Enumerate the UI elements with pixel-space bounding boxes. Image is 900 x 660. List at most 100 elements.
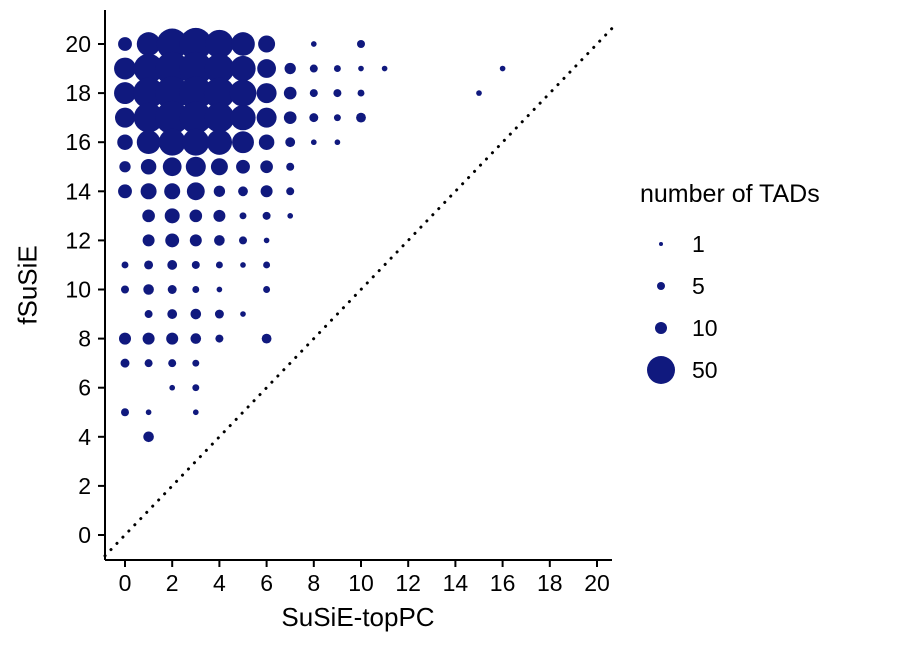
- data-point: [143, 431, 154, 443]
- data-point: [144, 310, 153, 319]
- data-point: [155, 76, 189, 110]
- data-point: [114, 57, 136, 80]
- data-point: [189, 209, 203, 223]
- data-point: [118, 37, 132, 51]
- data-point: [156, 28, 188, 60]
- data-point: [261, 333, 272, 344]
- data-point: [186, 182, 205, 201]
- legend-circle: [659, 242, 663, 246]
- data-point: [215, 261, 223, 269]
- data-point: [286, 162, 295, 171]
- data-point: [167, 285, 177, 294]
- y-tick-label: 14: [65, 178, 91, 204]
- data-point: [121, 408, 129, 417]
- x-tick-label: 4: [213, 570, 226, 596]
- data-point: [162, 157, 182, 177]
- data-point: [214, 309, 224, 319]
- data-point: [356, 112, 366, 123]
- data-point: [239, 212, 247, 220]
- data-point: [256, 83, 277, 104]
- legend-swatch: [640, 281, 682, 291]
- legend-swatch: [640, 321, 682, 335]
- data-point: [204, 53, 235, 84]
- data-point: [333, 89, 342, 98]
- x-tick-label: 6: [260, 570, 273, 596]
- data-point: [286, 187, 295, 196]
- data-point: [179, 76, 213, 110]
- data-point: [258, 134, 275, 150]
- data-point: [167, 309, 178, 319]
- y-axis-title: fSuSiE: [12, 245, 43, 325]
- legend-circle: [656, 281, 666, 291]
- data-point: [145, 409, 152, 416]
- legend-label: 50: [692, 356, 718, 383]
- data-point: [333, 65, 341, 73]
- data-point: [309, 89, 318, 98]
- y-tick-label: 4: [78, 424, 91, 450]
- legend-label: 1: [692, 230, 705, 257]
- data-point: [192, 384, 200, 392]
- x-tick-label: 14: [443, 570, 469, 596]
- data-point: [133, 77, 165, 109]
- legend-item: 5: [640, 265, 890, 307]
- y-tick-label: 8: [78, 326, 91, 352]
- data-point: [143, 284, 154, 295]
- legend-swatch: [640, 242, 682, 246]
- data-point: [117, 134, 133, 150]
- legend-circle: [654, 321, 668, 335]
- data-point: [206, 129, 233, 155]
- data-point: [185, 156, 206, 177]
- data-point: [155, 100, 189, 135]
- data-point: [287, 213, 294, 219]
- data-point: [144, 260, 154, 270]
- data-point: [191, 260, 200, 269]
- y-tick-label: 16: [65, 129, 91, 155]
- data-point: [240, 262, 246, 268]
- legend-item: 50: [640, 349, 890, 391]
- data-point: [168, 359, 177, 368]
- y-tick-label: 2: [78, 473, 91, 499]
- y-tick-label: 18: [65, 80, 91, 106]
- y-tick-label: 20: [65, 31, 91, 57]
- data-point: [310, 41, 317, 47]
- legend-title: number of TADs: [640, 180, 820, 208]
- x-tick-label: 16: [490, 570, 516, 596]
- data-point: [238, 186, 248, 197]
- data-point: [285, 137, 296, 148]
- data-point: [179, 51, 213, 86]
- legend-item: 1: [640, 223, 890, 265]
- data-point: [284, 62, 296, 75]
- data-point: [283, 111, 297, 124]
- data-point: [205, 29, 234, 59]
- data-point: [121, 285, 129, 294]
- data-point: [499, 65, 506, 72]
- data-point: [476, 90, 482, 96]
- data-point: [216, 286, 223, 293]
- legend-label: 10: [692, 314, 718, 341]
- data-point: [263, 286, 271, 293]
- data-point: [231, 32, 255, 56]
- data-point: [166, 332, 179, 345]
- legend-items: 1 5 10 50: [640, 223, 890, 391]
- data-point: [119, 332, 131, 345]
- data-point: [333, 114, 341, 122]
- data-point: [164, 183, 181, 200]
- legend-swatch: [640, 355, 682, 385]
- data-point: [142, 332, 155, 345]
- data-point: [142, 209, 155, 223]
- y-tick-label: 0: [78, 522, 91, 548]
- data-point: [165, 233, 180, 248]
- data-point: [190, 333, 202, 344]
- data-point: [204, 102, 235, 133]
- data-point: [358, 65, 364, 72]
- data-point: [192, 286, 200, 293]
- data-point: [236, 159, 250, 174]
- data-point: [357, 40, 365, 48]
- x-tick-label: 20: [584, 570, 610, 596]
- data-point: [230, 105, 256, 131]
- data-point: [119, 161, 131, 173]
- data-point: [215, 334, 224, 343]
- data-point: [120, 358, 130, 368]
- data-point: [310, 139, 317, 146]
- data-point: [210, 158, 228, 176]
